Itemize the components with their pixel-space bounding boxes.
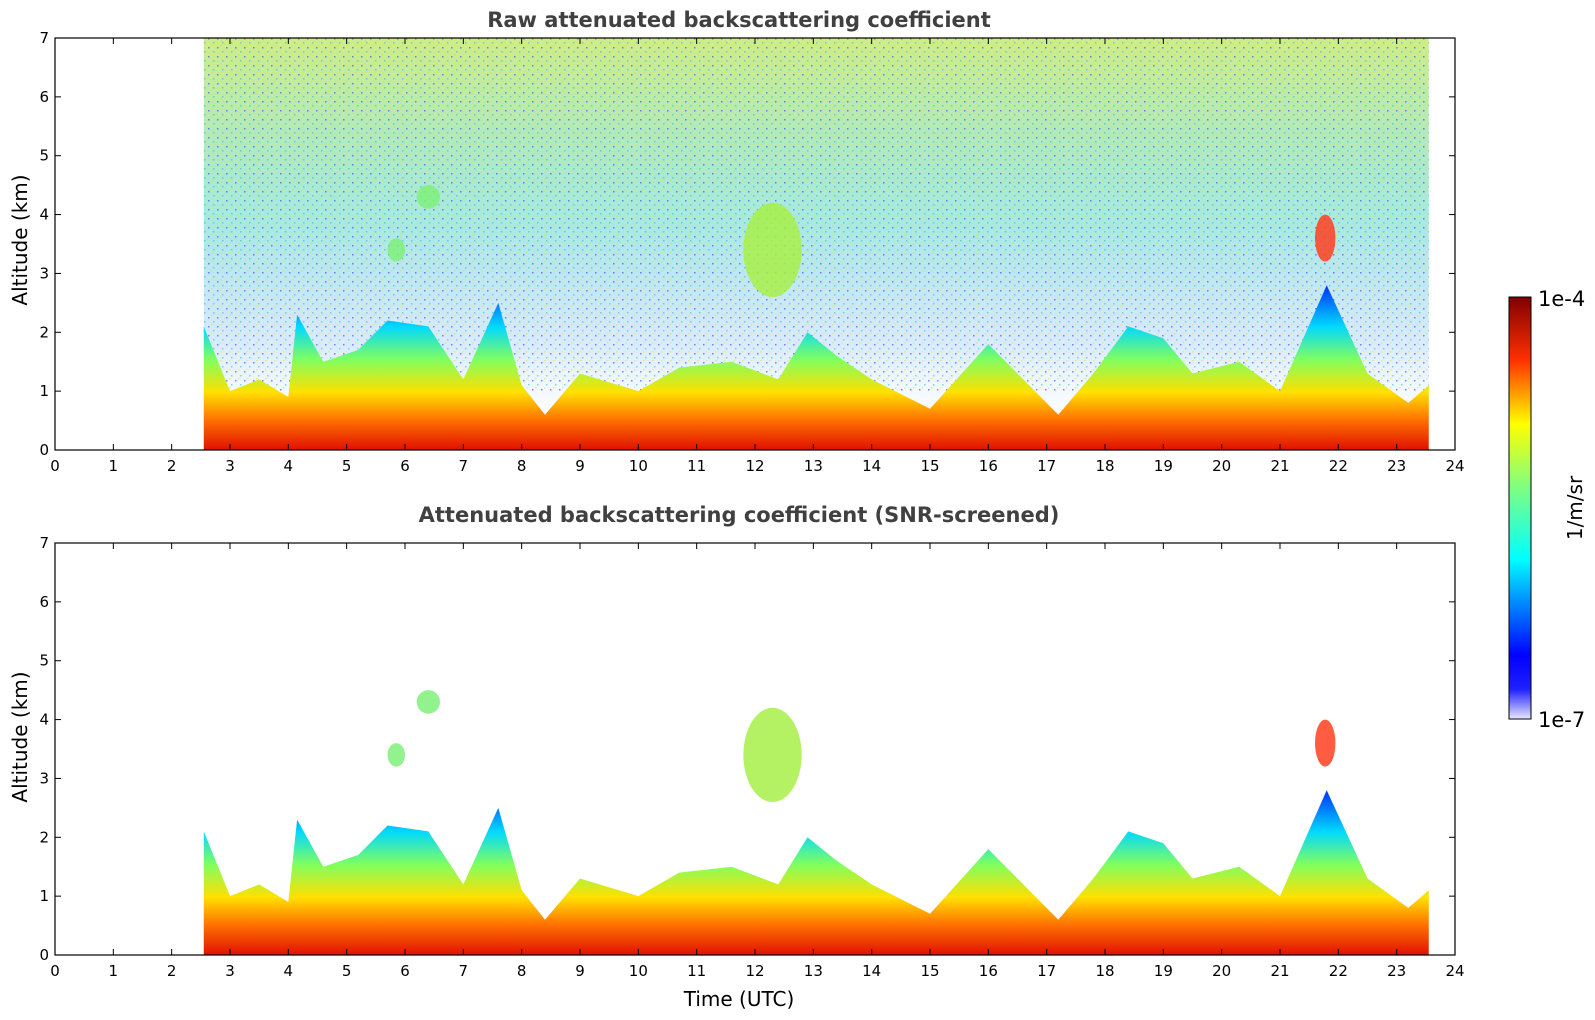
elevated-aerosol-layer [416, 185, 441, 209]
x-tick-label: 22 [1329, 962, 1348, 980]
x-tick-label: 14 [862, 457, 881, 475]
y-tick-label: 3 [39, 769, 49, 787]
x-axis: 0 1 2 3 4 5 6 7 8 9 10 11 12 13 14 15 16 17 18 19 20 21 22 23 24 [50, 543, 1465, 980]
y-tick-label: 4 [39, 711, 49, 729]
colorbar-unit-label: 1/m/sr [1563, 475, 1587, 540]
y-axis: 0 1 2 3 4 5 6 7 [39, 29, 1455, 459]
x-tick-label: 8 [517, 457, 527, 475]
elevated-aerosol-layer [387, 238, 405, 262]
y-tick-label: 0 [39, 441, 49, 459]
y-tick-label: 7 [39, 29, 49, 47]
colorbar-min-label: 1e-7 [1538, 708, 1585, 732]
x-tick-label: 12 [745, 962, 764, 980]
x-tick-label: 11 [687, 457, 706, 475]
panel-title: Raw attenuated backscattering coefficien… [487, 8, 991, 32]
y-tick-label: 2 [39, 323, 49, 341]
x-tick-label: 1 [109, 457, 119, 475]
x-tick-label: 1 [109, 962, 119, 980]
x-tick-label: 23 [1387, 457, 1406, 475]
y-axis-label: Altitude (km) [8, 671, 32, 802]
x-tick-label: 16 [979, 457, 998, 475]
x-tick-label: 17 [1037, 962, 1056, 980]
x-axis-label: Time (UTC) [683, 987, 795, 1011]
elevated-aerosol-layer [1315, 719, 1336, 767]
elevated-aerosol-layer [743, 202, 802, 297]
x-tick-label: 8 [517, 962, 527, 980]
x-tick-label: 21 [1270, 962, 1289, 980]
x-tick-label: 23 [1387, 962, 1406, 980]
y-tick-label: 6 [39, 593, 49, 611]
panel-title: Attenuated backscattering coefficient (S… [419, 503, 1060, 527]
x-axis: 0 1 2 3 4 5 6 7 8 9 10 11 12 13 14 15 16 17 18 19 20 21 22 23 24 [50, 38, 1465, 475]
boundary-layer-aerosol [203, 790, 1429, 955]
elevated-aerosol-layer [1315, 214, 1336, 262]
boundary-layer-aerosol [203, 285, 1429, 450]
y-axis-label: Altitude (km) [8, 174, 32, 305]
x-tick-label: 18 [1095, 962, 1114, 980]
elevated-aerosol-layer [416, 690, 441, 714]
x-tick-label: 15 [920, 457, 939, 475]
x-tick-label: 13 [804, 962, 823, 980]
x-tick-label: 2 [167, 962, 177, 980]
x-tick-label: 22 [1329, 457, 1348, 475]
x-tick-label: 3 [225, 457, 235, 475]
y-tick-label: 4 [39, 206, 49, 224]
x-tick-label: 19 [1154, 457, 1173, 475]
colorbar: 1e-4 1e-7 1/m/sr [1508, 287, 1587, 732]
x-tick-label: 9 [575, 457, 585, 475]
x-tick-label: 13 [804, 457, 823, 475]
elevated-aerosol-layer [743, 707, 802, 802]
snr-screened-backscatter-panel: Attenuated backscattering coefficient (S… [8, 503, 1465, 1011]
raw-backscatter-panel: Raw attenuated backscattering coefficien… [8, 8, 1465, 475]
x-tick-label: 15 [920, 962, 939, 980]
y-tick-label: 7 [39, 534, 49, 552]
colorbar-scale [1508, 296, 1532, 720]
x-tick-label: 20 [1212, 457, 1231, 475]
x-tick-label: 19 [1154, 962, 1173, 980]
colorbar-max-label: 1e-4 [1538, 287, 1585, 311]
y-tick-label: 5 [39, 652, 49, 670]
x-tick-label: 10 [629, 457, 648, 475]
x-tick-label: 3 [225, 962, 235, 980]
x-tick-label: 24 [1445, 962, 1464, 980]
x-tick-label: 17 [1037, 457, 1056, 475]
x-tick-label: 4 [284, 457, 294, 475]
x-tick-label: 6 [400, 457, 410, 475]
x-tick-label: 4 [284, 962, 294, 980]
x-tick-label: 11 [687, 962, 706, 980]
y-tick-label: 3 [39, 264, 49, 282]
y-tick-label: 0 [39, 946, 49, 964]
x-tick-label: 21 [1270, 457, 1289, 475]
y-tick-label: 1 [39, 382, 49, 400]
x-tick-label: 5 [342, 457, 352, 475]
y-tick-label: 2 [39, 828, 49, 846]
x-tick-label: 14 [862, 962, 881, 980]
x-tick-label: 0 [50, 962, 60, 980]
x-tick-label: 2 [167, 457, 177, 475]
elevated-aerosol-layer [387, 743, 405, 767]
heatmap-area [54, 542, 1456, 956]
x-tick-label: 7 [459, 962, 469, 980]
y-tick-label: 5 [39, 147, 49, 165]
x-tick-label: 5 [342, 962, 352, 980]
x-tick-label: 20 [1212, 962, 1231, 980]
x-tick-label: 16 [979, 962, 998, 980]
y-axis: 0 1 2 3 4 5 6 7 [39, 534, 1455, 964]
y-tick-label: 6 [39, 88, 49, 106]
x-tick-label: 6 [400, 962, 410, 980]
x-tick-label: 0 [50, 457, 60, 475]
x-tick-label: 24 [1445, 457, 1464, 475]
x-tick-label: 9 [575, 962, 585, 980]
y-tick-label: 1 [39, 887, 49, 905]
heatmap-area [54, 37, 1456, 451]
x-tick-label: 12 [745, 457, 764, 475]
x-tick-label: 18 [1095, 457, 1114, 475]
x-tick-label: 10 [629, 962, 648, 980]
x-tick-label: 7 [459, 457, 469, 475]
